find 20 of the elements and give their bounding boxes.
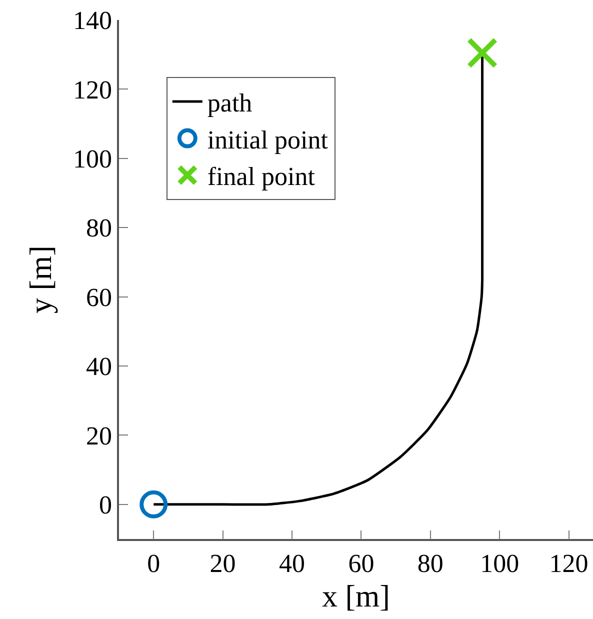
x-tick-label: 100 (480, 548, 520, 578)
y-tick-label: 140 (73, 6, 112, 36)
x-tick-label: 120 (549, 548, 588, 578)
y-tick-label: 40 (86, 352, 112, 382)
y-tick-label: 120 (73, 75, 112, 104)
y-tick-label: 100 (73, 144, 112, 174)
y-axis-title: y [m] (23, 245, 58, 314)
legend-label: final point (207, 162, 316, 192)
x-tick-label: 0 (147, 548, 160, 578)
y-tick-label: 80 (86, 214, 112, 243)
y-tick-label: 60 (86, 282, 112, 312)
x-tick-label: 40 (278, 548, 305, 578)
y-tick-label: 20 (86, 421, 112, 450)
x-tick-label: 60 (348, 548, 374, 578)
x-tick-label: 80 (417, 548, 444, 578)
y-tick-label: 0 (99, 490, 112, 520)
x-axis-title: x [m] (322, 578, 390, 614)
x-tick-label: 20 (210, 548, 236, 578)
legend-label: path (207, 88, 252, 118)
legend-label: initial point (207, 125, 329, 154)
